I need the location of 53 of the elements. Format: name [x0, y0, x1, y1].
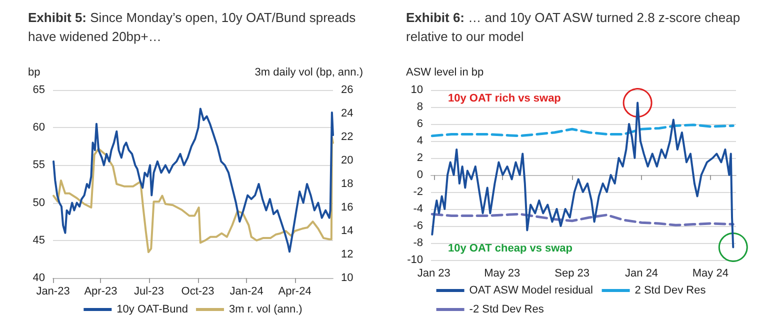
- y2-axis-title: 3m daily vol (bp, ann.): [254, 66, 363, 78]
- y-tick-label: 4: [416, 135, 423, 147]
- x-tick-label: May 23: [484, 268, 520, 280]
- x-tick-label: Apr-23: [84, 286, 118, 298]
- y2-tick-label: 20: [341, 154, 354, 166]
- y2-tick-label: 22: [341, 131, 354, 143]
- chart-title: Exhibit 6: … and 10y OAT ASW turned 2.8 z-score cheap relative to our model: [406, 10, 740, 44]
- line-series: [52, 108, 334, 253]
- y2-tick-label: 12: [341, 248, 354, 260]
- annotation: 10y OAT rich vs swap: [448, 92, 562, 104]
- y-tick-label: -10: [407, 254, 423, 266]
- line-series: [430, 212, 734, 226]
- line-series: [52, 136, 334, 254]
- y-tick-label: 8: [416, 101, 423, 113]
- x-tick-label: Jul-23: [134, 286, 164, 298]
- y-tick-label: 40: [32, 272, 45, 284]
- x-tick-label: Sep 23: [554, 268, 590, 280]
- x-tick-label: May 24: [692, 268, 728, 280]
- y2-tick-label: 24: [341, 108, 354, 120]
- chart-title: Exhibit 5: Since Monday’s open, 10y OAT/Bund spreads have widened 20bp+…: [28, 10, 356, 44]
- y-tick-label: 2: [416, 152, 423, 164]
- y2-tick-label: 26: [341, 84, 354, 96]
- x-tick-label: Oct-23: [181, 286, 214, 298]
- legend-label: OAT ASW Model residual: [469, 284, 593, 296]
- y-tick-label: -2: [413, 186, 423, 198]
- x-tick-label: Jan 23: [417, 268, 450, 280]
- y2-tick-label: 18: [341, 178, 354, 190]
- x-tick-label: Apr-24: [278, 286, 312, 298]
- y2-tick-label: 16: [341, 202, 354, 214]
- y2-tick-label: 14: [341, 225, 354, 237]
- y-tick-label: 10: [410, 84, 423, 96]
- x-tick-label: Jan-24: [230, 286, 264, 298]
- legend-label: 10y OAT-Bund: [116, 304, 188, 316]
- y2-tick-label: 10: [341, 272, 354, 284]
- y-tick-label: 65: [32, 84, 45, 96]
- line-series: [430, 124, 734, 138]
- y-axis-title: bp: [28, 66, 40, 78]
- annotation: 10y OAT cheap vs swap: [448, 242, 573, 254]
- y-tick-label: 55: [32, 159, 45, 172]
- y-tick-label: 45: [32, 234, 45, 246]
- y-tick-label: 6: [416, 118, 423, 130]
- y-tick-label: 50: [32, 196, 45, 209]
- y-tick-label: -4: [413, 203, 423, 215]
- y-tick-label: 60: [32, 122, 45, 134]
- x-tick-label: Jan 24: [625, 268, 658, 280]
- x-tick-label: Jan-23: [36, 286, 70, 298]
- legend-label: 3m r. vol (ann.): [228, 304, 302, 316]
- y-tick-label: -6: [413, 220, 423, 232]
- y-axis-title: ASW level in bp: [406, 66, 484, 78]
- y-tick-label: -8: [413, 237, 423, 249]
- legend-label: 2 Std Dev Res: [634, 284, 706, 296]
- y-tick-label: 0: [416, 169, 423, 181]
- legend-label: -2 Std Dev Res: [469, 304, 544, 316]
